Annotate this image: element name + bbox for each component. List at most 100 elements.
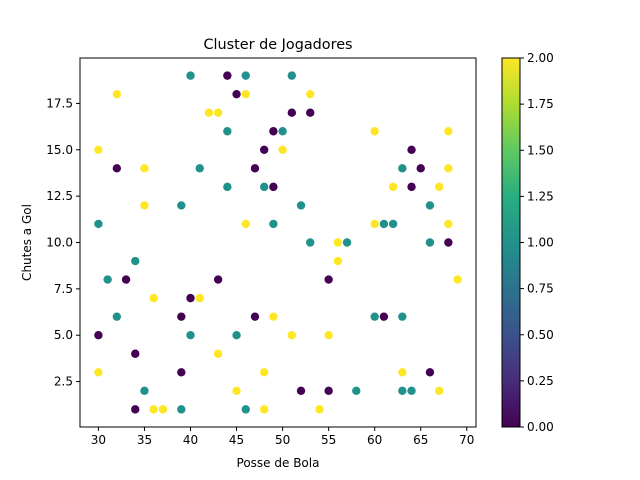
colorbar-tick-label: 1.50 [527,143,554,157]
data-point [398,164,407,173]
y-tick-label: 5.0 [54,328,73,342]
data-point [259,368,269,377]
colorbar-ticks: 0.00 0.25 0.50 0.75 1.00 1.25 1.50 1.75 2.00 [520,51,554,434]
chart-title: Cluster de Jogadores [203,37,352,53]
data-point [223,71,232,80]
data-point [112,312,122,321]
x-tick-label: 50 [275,433,290,447]
data-point [269,312,278,321]
y-tick-label: 10.0 [46,236,73,250]
colorbar-tick-label: 2.00 [527,51,554,65]
data-point [296,386,306,396]
colorbar-tick-label: 0.75 [527,282,554,296]
data-point [306,238,315,247]
data-point [296,201,306,210]
data-point [434,386,444,396]
data-point [232,331,241,340]
colorbar-tick-label: 1.25 [527,189,554,203]
data-point [158,405,168,414]
data-point [186,293,195,303]
data-point [444,164,453,173]
data-point [94,145,103,154]
data-point [241,405,250,414]
data-point [370,127,379,136]
data-point [333,256,343,266]
data-point [434,182,444,192]
y-tick-label: 15.0 [46,143,73,157]
colorbar-tick-label: 1.75 [527,97,554,111]
data-point [416,164,425,173]
data-point [388,219,398,229]
data-point [379,312,389,321]
data-point [250,164,260,173]
x-axis-label: Posse de Bola [237,456,320,470]
data-point [140,164,149,173]
data-point [149,405,158,414]
data-point [177,368,186,377]
data-point [453,275,462,284]
data-point [259,405,269,414]
data-point [149,293,158,303]
data-point [407,182,416,192]
data-point [324,275,333,284]
y-ticks: 2.5 5.0 7.5 10.0 12.5 15.0 17.5 [46,96,80,389]
data-point [444,219,453,229]
data-point [223,182,232,192]
x-ticks: 30 35 40 45 50 55 60 65 70 [91,427,474,447]
x-tick-label: 55 [321,433,336,447]
data-point [204,108,214,117]
data-point [213,108,223,117]
data-point [278,145,287,154]
data-point [269,182,278,192]
colorbar-tick-label: 0.00 [527,420,554,434]
data-point [398,312,407,321]
data-point [379,219,389,229]
data-point [250,312,260,321]
data-point [131,349,140,358]
data-point [287,331,297,340]
data-point [241,71,250,80]
data-point [177,405,186,414]
data-point [241,219,250,229]
data-point [352,386,361,396]
x-tick-label: 35 [137,433,152,447]
x-tick-label: 30 [91,433,106,447]
data-point [94,368,103,377]
data-point [186,71,195,80]
data-point [223,127,232,136]
plot-frame [79,57,477,428]
data-point [140,201,149,210]
data-point [259,145,269,154]
data-point [259,182,269,192]
data-point [195,164,204,173]
data-point [186,331,195,340]
data-point [287,108,297,117]
data-point [94,219,103,229]
y-tick-label: 12.5 [46,189,73,203]
data-point [444,127,453,136]
data-point [121,275,131,284]
data-point [407,386,416,396]
data-point [425,238,435,247]
data-point [306,89,315,99]
x-tick-label: 40 [183,433,198,447]
data-point [232,89,241,99]
data-point [140,386,149,396]
y-tick-label: 2.5 [54,375,73,389]
data-point [112,89,122,99]
data-point [195,293,204,303]
colorbar-tick-label: 0.50 [527,328,554,342]
x-tick-label: 65 [413,433,428,447]
data-point [324,386,333,396]
data-point [398,386,407,396]
data-point [324,331,333,340]
data-point [103,275,112,284]
data-point [425,368,435,377]
data-point [287,71,297,80]
data-point [131,405,140,414]
data-point [269,219,278,229]
data-point [388,182,398,192]
y-tick-label: 7.5 [54,282,73,296]
data-point [177,201,186,210]
